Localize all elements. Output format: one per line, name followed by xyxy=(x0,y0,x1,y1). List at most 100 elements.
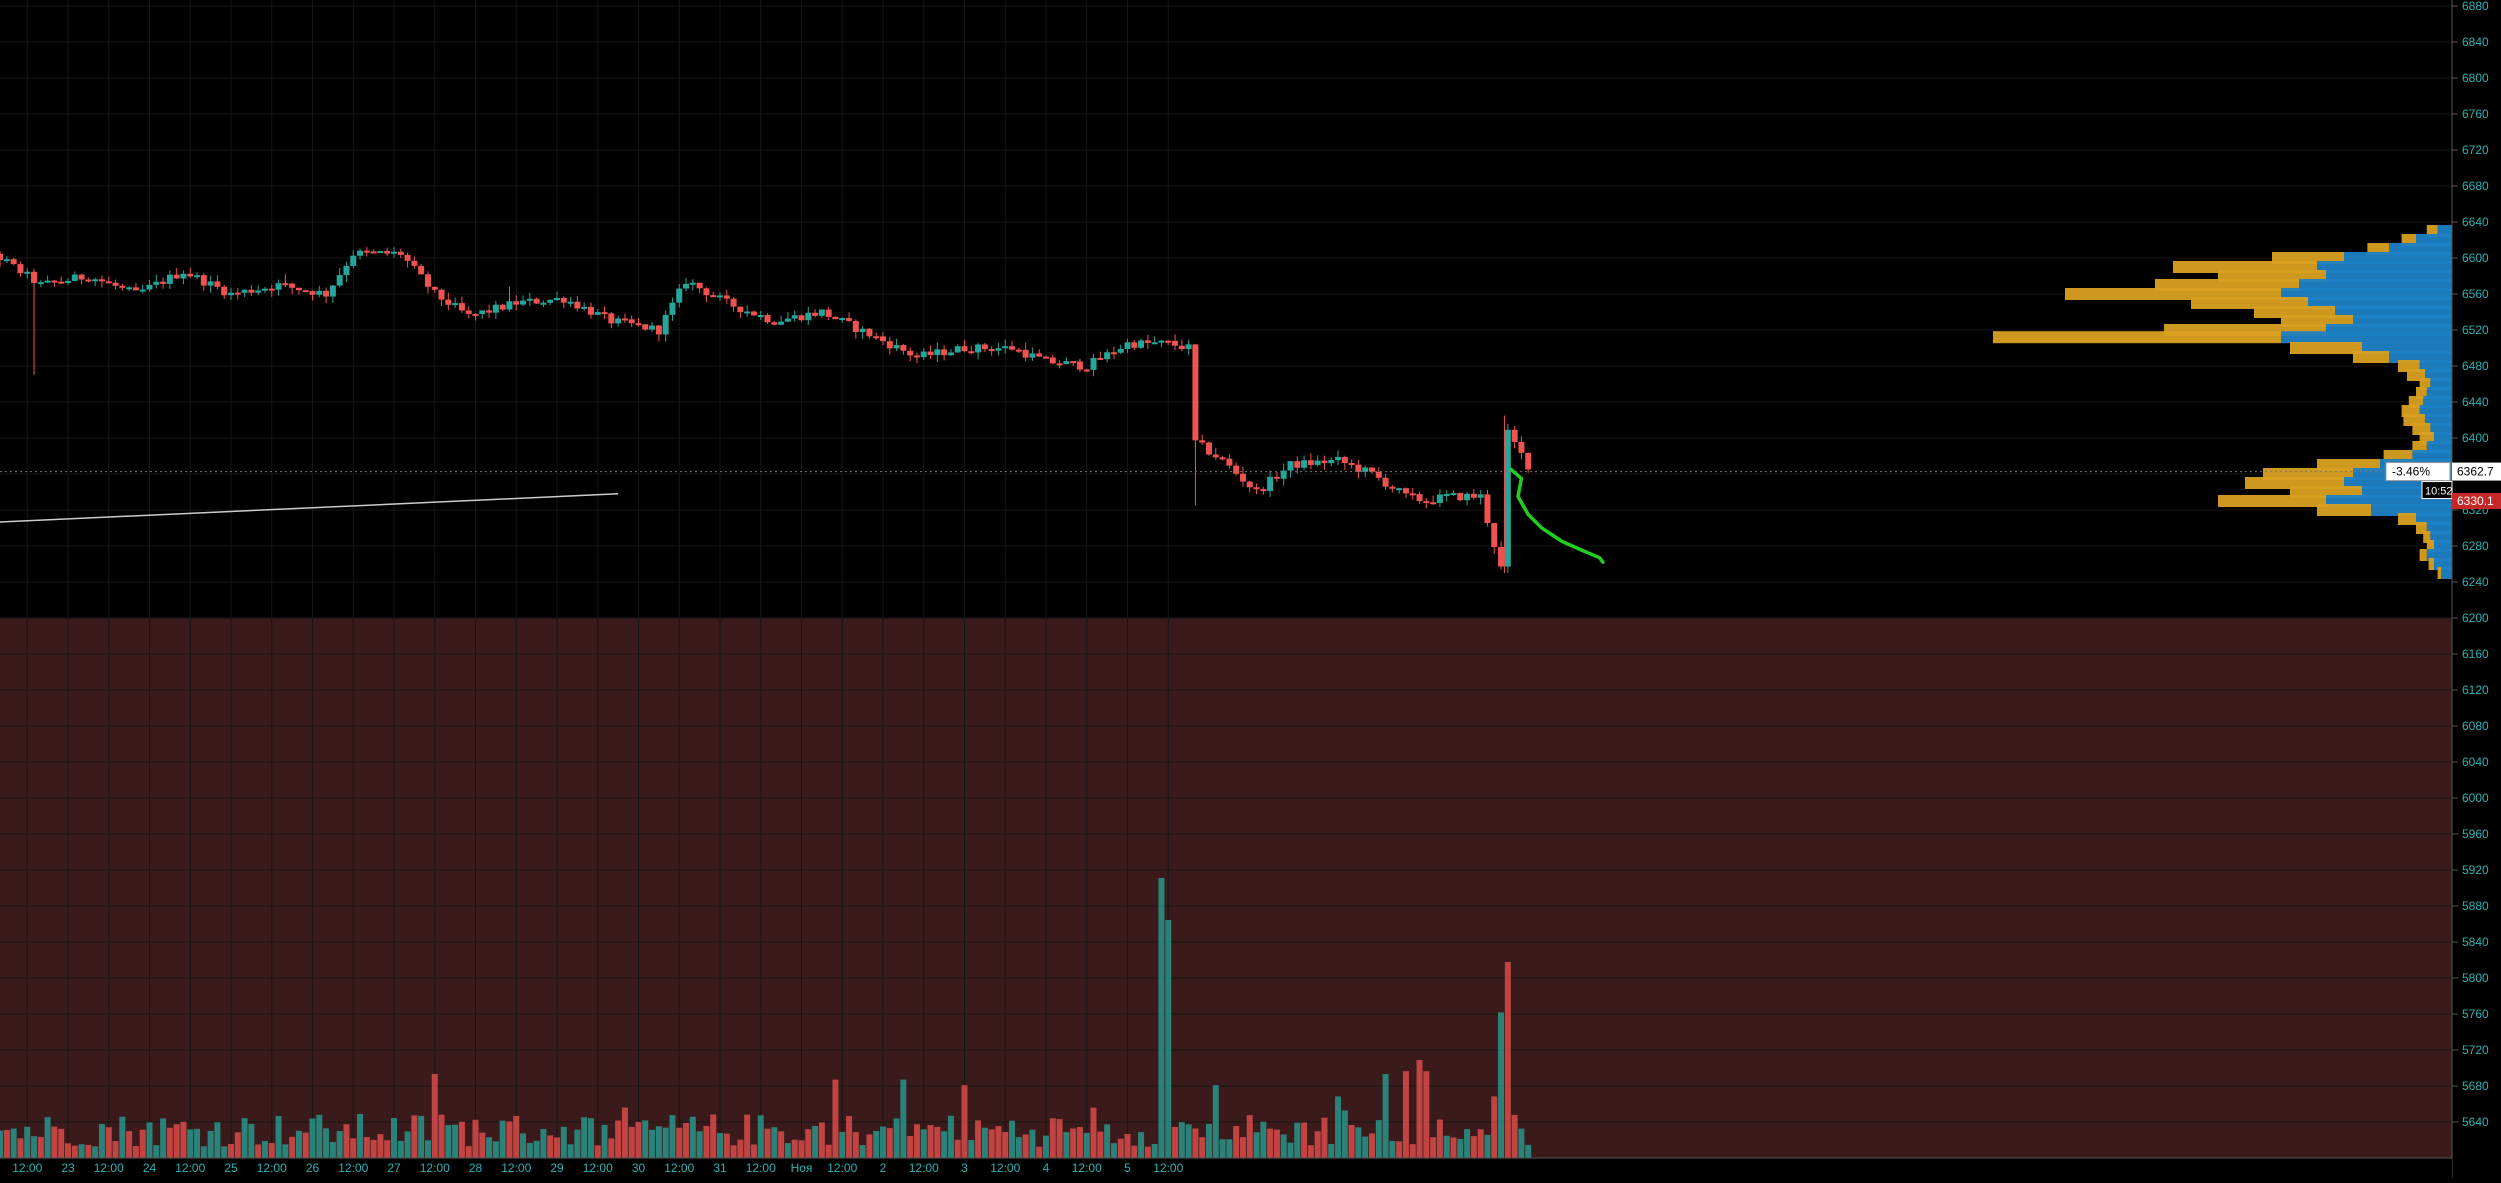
volume-bar xyxy=(737,1139,744,1158)
candle-body xyxy=(757,315,764,318)
countdown-badge xyxy=(2421,481,2453,500)
volume-bar xyxy=(411,1115,418,1158)
volume-bar xyxy=(805,1129,812,1158)
volume-bar xyxy=(1430,1137,1437,1158)
volume-bar xyxy=(1178,1122,1185,1158)
candle-body xyxy=(554,298,560,301)
volume-bar xyxy=(363,1137,370,1158)
candle-body xyxy=(153,281,160,285)
volume-bar xyxy=(798,1140,805,1158)
volume-bar xyxy=(1199,1137,1206,1158)
volume-bar xyxy=(608,1138,615,1158)
volume-bar xyxy=(438,1114,445,1158)
volume-bar xyxy=(1076,1127,1083,1158)
change-badge xyxy=(2385,462,2451,482)
volume-bar xyxy=(261,1141,268,1158)
volume-bar xyxy=(1267,1128,1274,1158)
time-tick-label: 4 xyxy=(1043,1161,1050,1175)
candle-body xyxy=(927,351,934,356)
candle-body xyxy=(1273,476,1280,479)
volume-bar xyxy=(221,1146,228,1158)
candle-body xyxy=(941,349,948,356)
profile-bar-down xyxy=(2416,522,2427,534)
candle-body xyxy=(1104,352,1111,360)
candle-body xyxy=(1280,470,1287,479)
candle-body xyxy=(846,318,853,321)
volume-bar xyxy=(1504,962,1511,1158)
volume-bar xyxy=(1212,1085,1219,1158)
volume-bar xyxy=(1009,1120,1016,1158)
candle-body xyxy=(139,289,146,292)
candle-body xyxy=(547,299,554,303)
volume-bar xyxy=(547,1135,554,1158)
candle-body xyxy=(587,306,594,315)
time-tick-label: 12:00 xyxy=(746,1161,776,1175)
volume-bar xyxy=(31,1136,38,1158)
candle-body xyxy=(1294,461,1301,468)
candle-body xyxy=(1063,361,1070,365)
volume-bar xyxy=(968,1139,975,1158)
last-price-label: 6362.7 xyxy=(2457,465,2494,479)
candle-body xyxy=(37,282,44,285)
candle-body xyxy=(207,281,214,286)
volume-bar xyxy=(791,1139,798,1158)
candle-body xyxy=(384,251,391,254)
candle-body xyxy=(560,298,567,303)
candle-body xyxy=(289,283,296,288)
volume-bar xyxy=(1206,1123,1212,1158)
candle-body xyxy=(65,280,71,283)
volume-bar xyxy=(621,1107,628,1158)
price-tick-label: 6640 xyxy=(2462,215,2489,229)
candle-body xyxy=(791,315,798,319)
last-price-badge xyxy=(2452,462,2501,481)
volume-bar xyxy=(560,1126,567,1158)
price-tick-label: 6080 xyxy=(2462,719,2489,733)
volume-bar xyxy=(669,1115,676,1158)
candle-body xyxy=(1233,465,1240,474)
candle-body xyxy=(1172,340,1179,346)
volume-bar xyxy=(601,1124,608,1158)
candle-body xyxy=(357,250,364,256)
profile-bar-down xyxy=(1993,331,2281,344)
volume-bar xyxy=(1484,1134,1491,1158)
volume-bar xyxy=(832,1079,839,1158)
candle-body xyxy=(187,273,194,277)
volume-bar xyxy=(289,1136,296,1158)
candle-body xyxy=(1464,493,1471,501)
volume-bar xyxy=(941,1131,948,1158)
profile-bar-down xyxy=(2419,549,2427,561)
candle-body xyxy=(452,303,459,306)
volume-bar xyxy=(1348,1124,1355,1158)
candle-body xyxy=(1138,340,1145,348)
price-tick-label: 6520 xyxy=(2462,323,2489,337)
candle-body xyxy=(1239,473,1246,482)
volume-bar xyxy=(445,1125,452,1158)
volume-bar xyxy=(329,1141,336,1158)
candle-body xyxy=(173,274,180,279)
candle-body xyxy=(1375,471,1382,478)
change-label: -3.46% xyxy=(2392,465,2430,479)
volume-bar xyxy=(764,1128,771,1158)
time-tick-label: 28 xyxy=(469,1161,483,1175)
candle-body xyxy=(31,271,38,283)
candle-body xyxy=(1470,493,1477,498)
candle-body xyxy=(343,265,350,276)
candle-body xyxy=(621,318,628,321)
volume-bar xyxy=(642,1120,649,1158)
volume-bar xyxy=(282,1144,289,1158)
time-tick-label: 27 xyxy=(387,1161,401,1175)
candle-body xyxy=(132,287,139,291)
price-tick-label: 6560 xyxy=(2462,287,2489,301)
volume-bar xyxy=(1416,1060,1423,1158)
volume-bar xyxy=(995,1126,1002,1158)
volume-bar xyxy=(1457,1139,1464,1158)
candle-body xyxy=(920,351,927,358)
volume-bar xyxy=(1375,1120,1382,1158)
volume-bar xyxy=(424,1140,431,1158)
price-tick-label: 5880 xyxy=(2462,899,2489,913)
candle-body xyxy=(581,306,588,309)
profile-bar-down xyxy=(2218,495,2326,507)
time-tick-label: 12:00 xyxy=(420,1161,450,1175)
